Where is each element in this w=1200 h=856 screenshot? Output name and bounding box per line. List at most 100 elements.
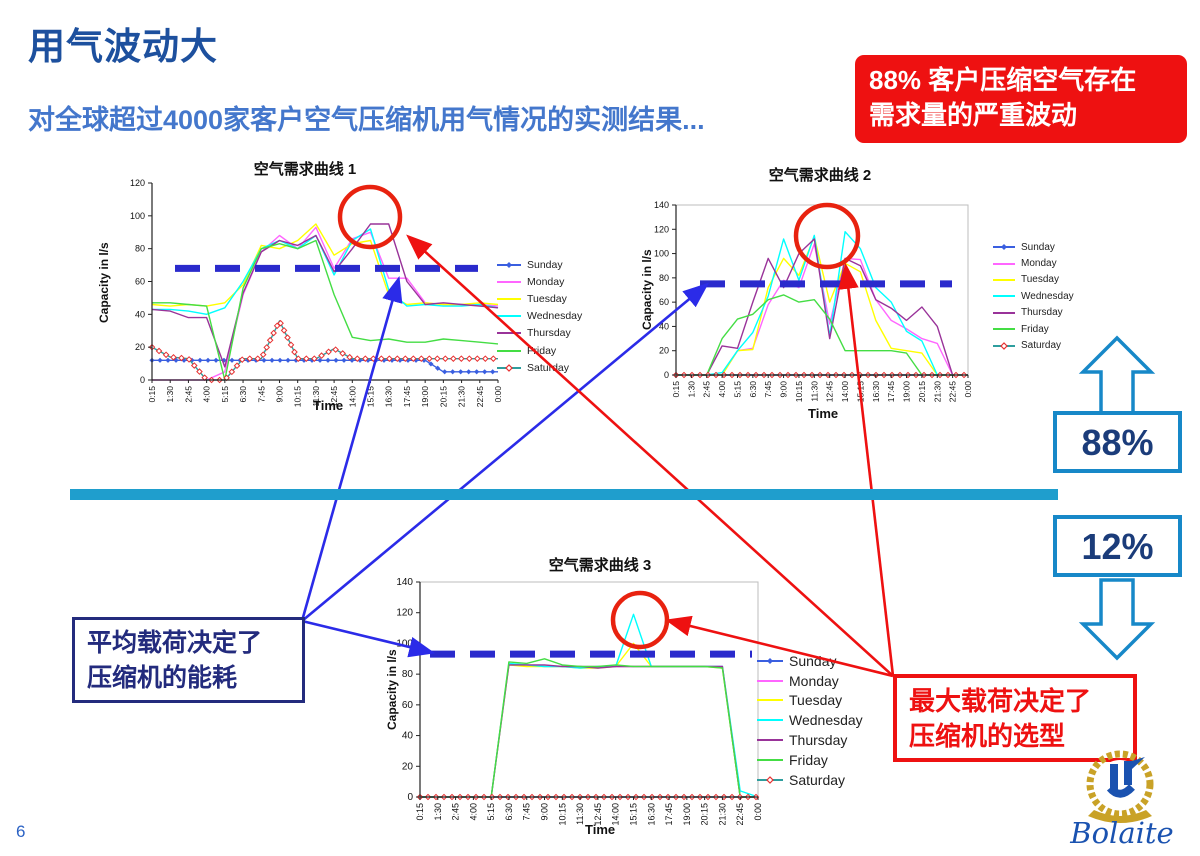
svg-text:1:30: 1:30 [165,386,175,403]
svg-text:0: 0 [140,375,145,385]
legend-swatch-icon [757,699,783,702]
svg-text:100: 100 [396,638,413,649]
max-load-box: 最大载荷决定了 压缩机的选型 [893,674,1137,762]
legend-swatch-icon [757,739,783,742]
legend-swatch-icon [497,315,521,318]
legend-item-sunday: Sunday [757,651,863,671]
legend-item-sunday: Sunday [993,239,1074,255]
legend-label: Tuesday [527,292,567,305]
svg-text:19:00: 19:00 [420,386,430,408]
legend-label: Saturday [1021,340,1062,352]
svg-text:2:45: 2:45 [183,386,193,403]
avg-load-line2: 压缩机的能耗 [87,664,238,692]
chart-3-x-axis-label: Time [585,822,616,837]
legend-swatch-icon [993,262,1015,265]
max-load-line1: 最大载荷决定了 [909,686,1092,716]
legend-item-tuesday: Tuesday [757,691,863,711]
svg-text:0:00: 0:00 [963,381,973,398]
chart-2-title: 空气需求曲线 2 [768,167,872,184]
legend-swatch-icon [993,311,1015,314]
series-lines [416,613,760,801]
legend-swatch-icon [497,280,521,283]
legend-swatch-icon [757,657,783,664]
max-load-line2: 压缩机的选型 [909,721,1066,752]
svg-text:4:00: 4:00 [202,386,212,403]
legend-swatch-icon [497,261,521,268]
legend-swatch-icon [993,295,1015,298]
svg-text:0:15: 0:15 [147,386,157,403]
svg-text:21:30: 21:30 [457,386,467,408]
chart-3-legend: Sunday Monday Tuesday Wednesday Thursday Frid… [757,651,863,790]
svg-text:9:00: 9:00 [540,803,550,821]
legend-label: Thursday [527,327,571,340]
svg-text:0: 0 [664,370,669,380]
legend-swatch-icon [497,332,521,335]
legend-item-monday: Monday [993,255,1074,271]
bolaite-logo-icon: Bolaite [1069,750,1174,850]
svg-text:0:15: 0:15 [671,381,681,398]
svg-text:11:30: 11:30 [311,386,321,407]
axes: 0 20 40 60 80 100 120 140 0:15 1:30 2:45 4:00 5:15 6:… [396,577,763,826]
legend-label: Monday [789,672,839,689]
svg-text:0: 0 [407,792,413,803]
svg-text:100: 100 [130,211,145,221]
legend-item-friday: Friday [993,321,1074,337]
svg-text:21:30: 21:30 [717,803,727,826]
chart-1-title: 空气需求曲线 1 [253,161,357,178]
svg-text:7:45: 7:45 [256,386,266,403]
legend-item-tuesday: Tuesday [497,290,582,307]
legend-item-sunday: Sunday [497,256,582,273]
svg-text:15:15: 15:15 [366,386,376,408]
svg-text:9:00: 9:00 [779,381,789,398]
avg-load-line1: 平均载荷决定了 [87,629,263,657]
pct-88-box: 88% [1053,411,1182,473]
chart-demand-curve-1: 空气需求曲线 1 Capacity in l/s Time 0 20 40 60 80 1… [95,152,585,422]
legend-item-wednesday: Wednesday [757,710,863,730]
legend-label: Thursday [789,732,848,749]
svg-text:14:00: 14:00 [611,803,621,826]
svg-text:40: 40 [659,321,669,331]
slide-subtitle: 对全球超过4000家客户空气压缩机用气情况的实测结果... [28,105,705,135]
legend-swatch-icon [757,679,783,682]
svg-text:80: 80 [659,273,669,283]
legend-item-tuesday: Tuesday [993,272,1074,288]
svg-text:16:30: 16:30 [871,381,881,403]
svg-text:80: 80 [135,244,145,254]
svg-text:9:00: 9:00 [274,386,284,403]
svg-text:22:45: 22:45 [735,803,745,826]
svg-text:4:00: 4:00 [468,803,478,821]
svg-text:22:45: 22:45 [948,381,958,403]
chart-demand-curve-3: 空气需求曲线 3 Capacity in l/s Time 0 20 40 60 80 1… [385,550,865,850]
legend-item-thursday: Thursday [757,730,863,750]
svg-text:60: 60 [135,277,145,287]
legend-item-thursday: Thursday [497,325,582,342]
legend-swatch-icon [993,328,1015,331]
svg-text:17:45: 17:45 [886,381,896,403]
legend-label: Sunday [527,258,563,271]
svg-text:20:15: 20:15 [917,381,927,403]
svg-text:1:30: 1:30 [433,803,443,821]
svg-text:2:45: 2:45 [702,381,712,398]
legend-swatch-icon [497,297,521,300]
svg-text:20: 20 [402,761,414,772]
series-lines [672,230,968,379]
legend-label: Friday [527,344,557,357]
svg-text:14:00: 14:00 [347,386,357,408]
svg-text:7:45: 7:45 [522,803,532,821]
callout-fluctuation: 88% 客户压缩空气存在 需求量的严重波动 [855,55,1187,143]
legend-item-wednesday: Wednesday [993,288,1074,304]
svg-text:2:45: 2:45 [451,803,461,821]
svg-text:16:30: 16:30 [384,386,394,408]
legend-swatch-icon [993,341,1015,350]
legend-swatch-icon [757,719,783,722]
legend-label: Tuesday [1021,274,1059,286]
svg-text:20:15: 20:15 [700,803,710,826]
svg-text:15:15: 15:15 [855,381,865,403]
svg-text:20:15: 20:15 [438,386,448,408]
svg-text:11:30: 11:30 [575,803,585,825]
axes: 0 20 40 60 80 100 120 140 0:15 1:30 2:45 4:00 5:15 6:… [654,200,973,402]
legend-item-thursday: Thursday [993,305,1074,321]
svg-text:120: 120 [396,608,413,619]
legend-label: Wednesday [527,310,583,323]
legend-item-saturday: Saturday [993,337,1074,353]
